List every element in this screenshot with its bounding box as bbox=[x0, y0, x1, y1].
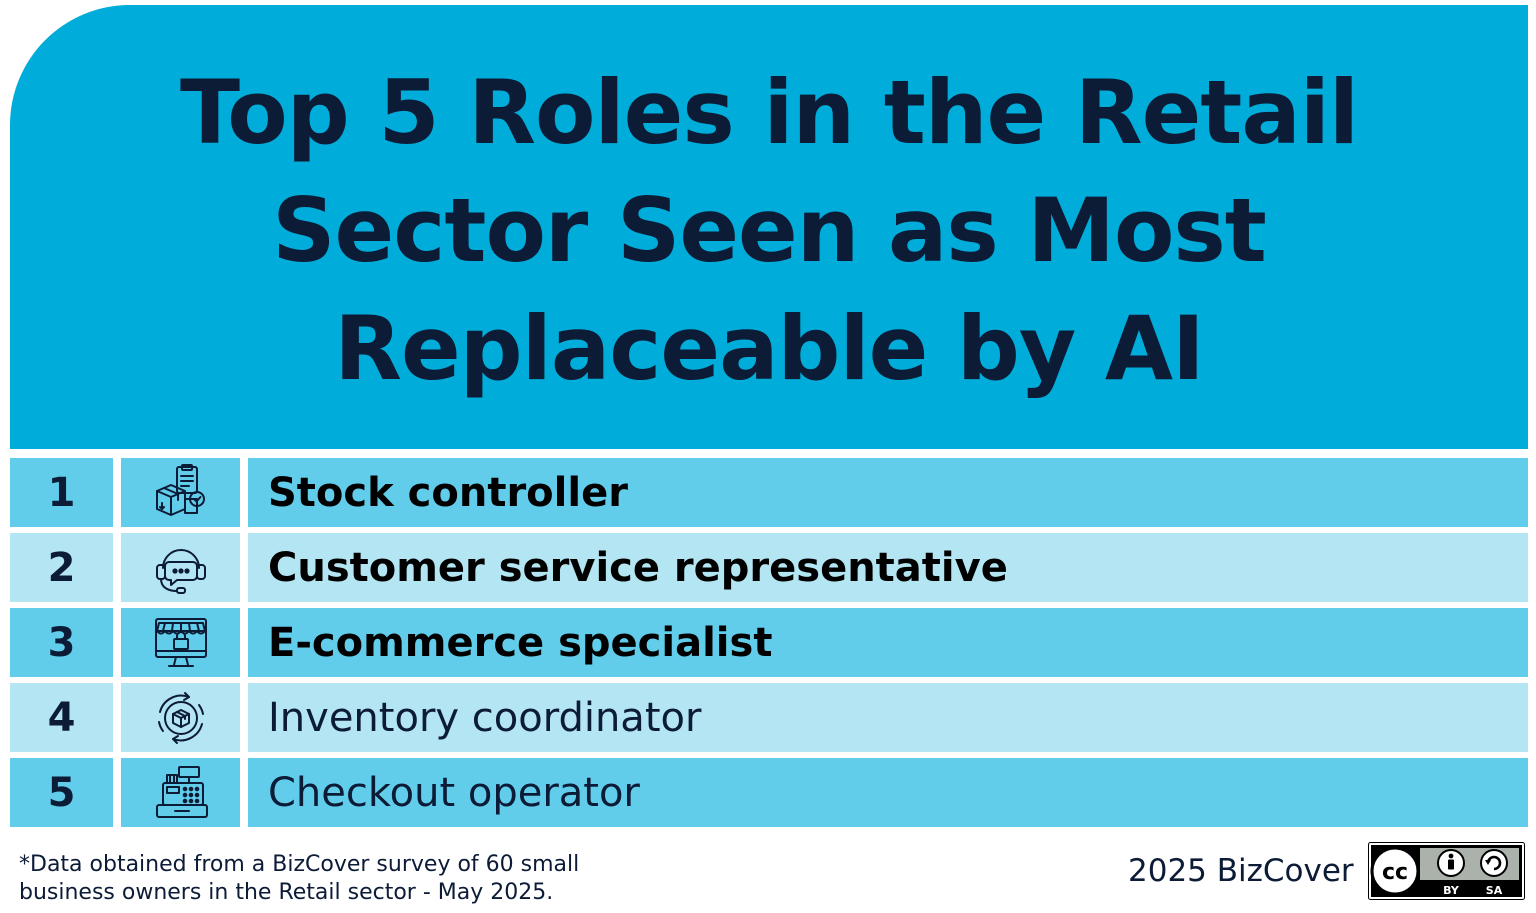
license-sa-label: SA bbox=[1486, 884, 1503, 897]
footnote: *Data obtained from a BizCover survey of… bbox=[19, 851, 619, 907]
attribution-icon bbox=[1437, 849, 1465, 877]
cc-logo-icon: cc bbox=[1370, 846, 1420, 896]
footnote-line: *Data obtained from a BizCover survey of… bbox=[19, 852, 580, 877]
headset-chat-icon bbox=[121, 533, 240, 602]
rank-number: 3 bbox=[10, 608, 113, 677]
share-alike-icon bbox=[1480, 849, 1508, 877]
credit-text: 2025 BizCover bbox=[1128, 853, 1354, 889]
rank-number: 4 bbox=[10, 683, 113, 752]
svg-text:cc: cc bbox=[1382, 860, 1408, 885]
page-title: Top 5 Roles in the Retail Sector Seen as… bbox=[179, 61, 1359, 400]
cash-register-icon bbox=[121, 758, 240, 827]
stock-boxes-clipboard-icon bbox=[121, 458, 240, 527]
list-item: 4 Inventory coordinator bbox=[10, 683, 1528, 752]
role-label: Inventory coordinator bbox=[248, 683, 1528, 752]
license-by-label: BY bbox=[1443, 884, 1460, 897]
rank-number: 5 bbox=[10, 758, 113, 827]
online-store-monitor-icon bbox=[121, 608, 240, 677]
box-cycle-arrows-icon bbox=[121, 683, 240, 752]
footnote-line: business owners in the Retail sector - M… bbox=[19, 880, 554, 905]
rank-number: 1 bbox=[10, 458, 113, 527]
list-item: 1 Stock bbox=[10, 458, 1528, 527]
list-item: 5 bbox=[10, 758, 1528, 827]
rank-number: 2 bbox=[10, 533, 113, 602]
role-label: E-commerce specialist bbox=[248, 608, 1528, 677]
list-item: 3 E-commerce specia bbox=[10, 608, 1528, 677]
title-banner: Top 5 Roles in the Retail Sector Seen as… bbox=[10, 5, 1528, 449]
role-label: Customer service representative bbox=[248, 533, 1528, 602]
cc-by-sa-license-badge: cc BY SA bbox=[1368, 842, 1525, 900]
list-item: 2 Customer service representative bbox=[10, 533, 1528, 602]
role-label: Stock controller bbox=[248, 458, 1528, 527]
role-label: Checkout operator bbox=[248, 758, 1528, 827]
